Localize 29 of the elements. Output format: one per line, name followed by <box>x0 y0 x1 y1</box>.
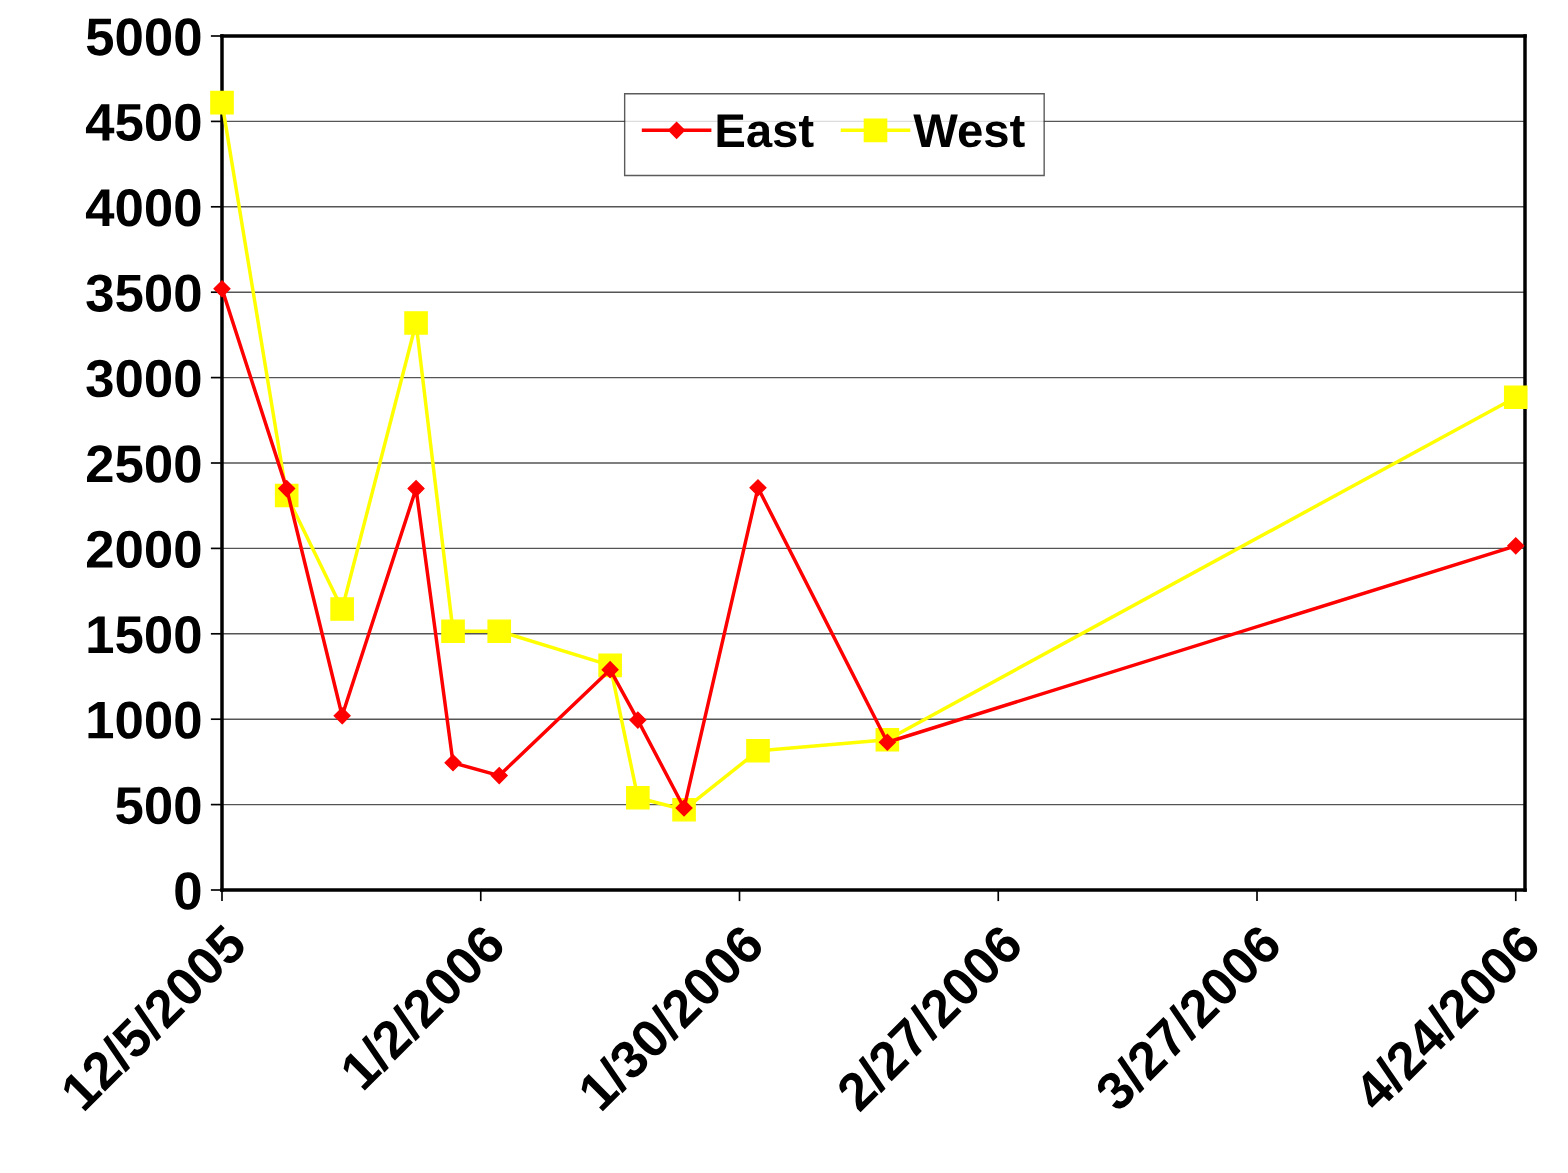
y-tick-label: 5000 <box>86 18 201 56</box>
point <box>330 597 354 621</box>
point <box>444 754 462 772</box>
point <box>407 480 425 498</box>
point <box>441 619 465 644</box>
point <box>210 90 234 115</box>
y-tick-label: 4500 <box>85 103 201 142</box>
point <box>333 707 351 725</box>
point <box>490 767 508 785</box>
point <box>746 738 770 763</box>
y-tick-label: 2500 <box>86 445 201 483</box>
y-tick-label: 1500 <box>88 616 201 654</box>
legend-label: East <box>717 114 814 148</box>
y-tick-label: 0 <box>175 872 201 910</box>
y-tick-label: 1000 <box>88 701 201 739</box>
point <box>1507 537 1525 555</box>
y-tick-label: 3000 <box>86 359 201 398</box>
legend-label: West <box>913 114 1025 148</box>
point <box>487 619 512 644</box>
point <box>213 280 231 298</box>
point <box>749 479 767 497</box>
point <box>629 711 647 729</box>
y-tick-label: 500 <box>116 786 201 825</box>
point <box>1503 385 1528 410</box>
y-tick-label: 4000 <box>85 189 201 227</box>
y-tick-label: 2000 <box>86 530 201 569</box>
point <box>404 311 428 335</box>
y-tick-label: 3500 <box>86 274 201 312</box>
point <box>626 785 650 810</box>
